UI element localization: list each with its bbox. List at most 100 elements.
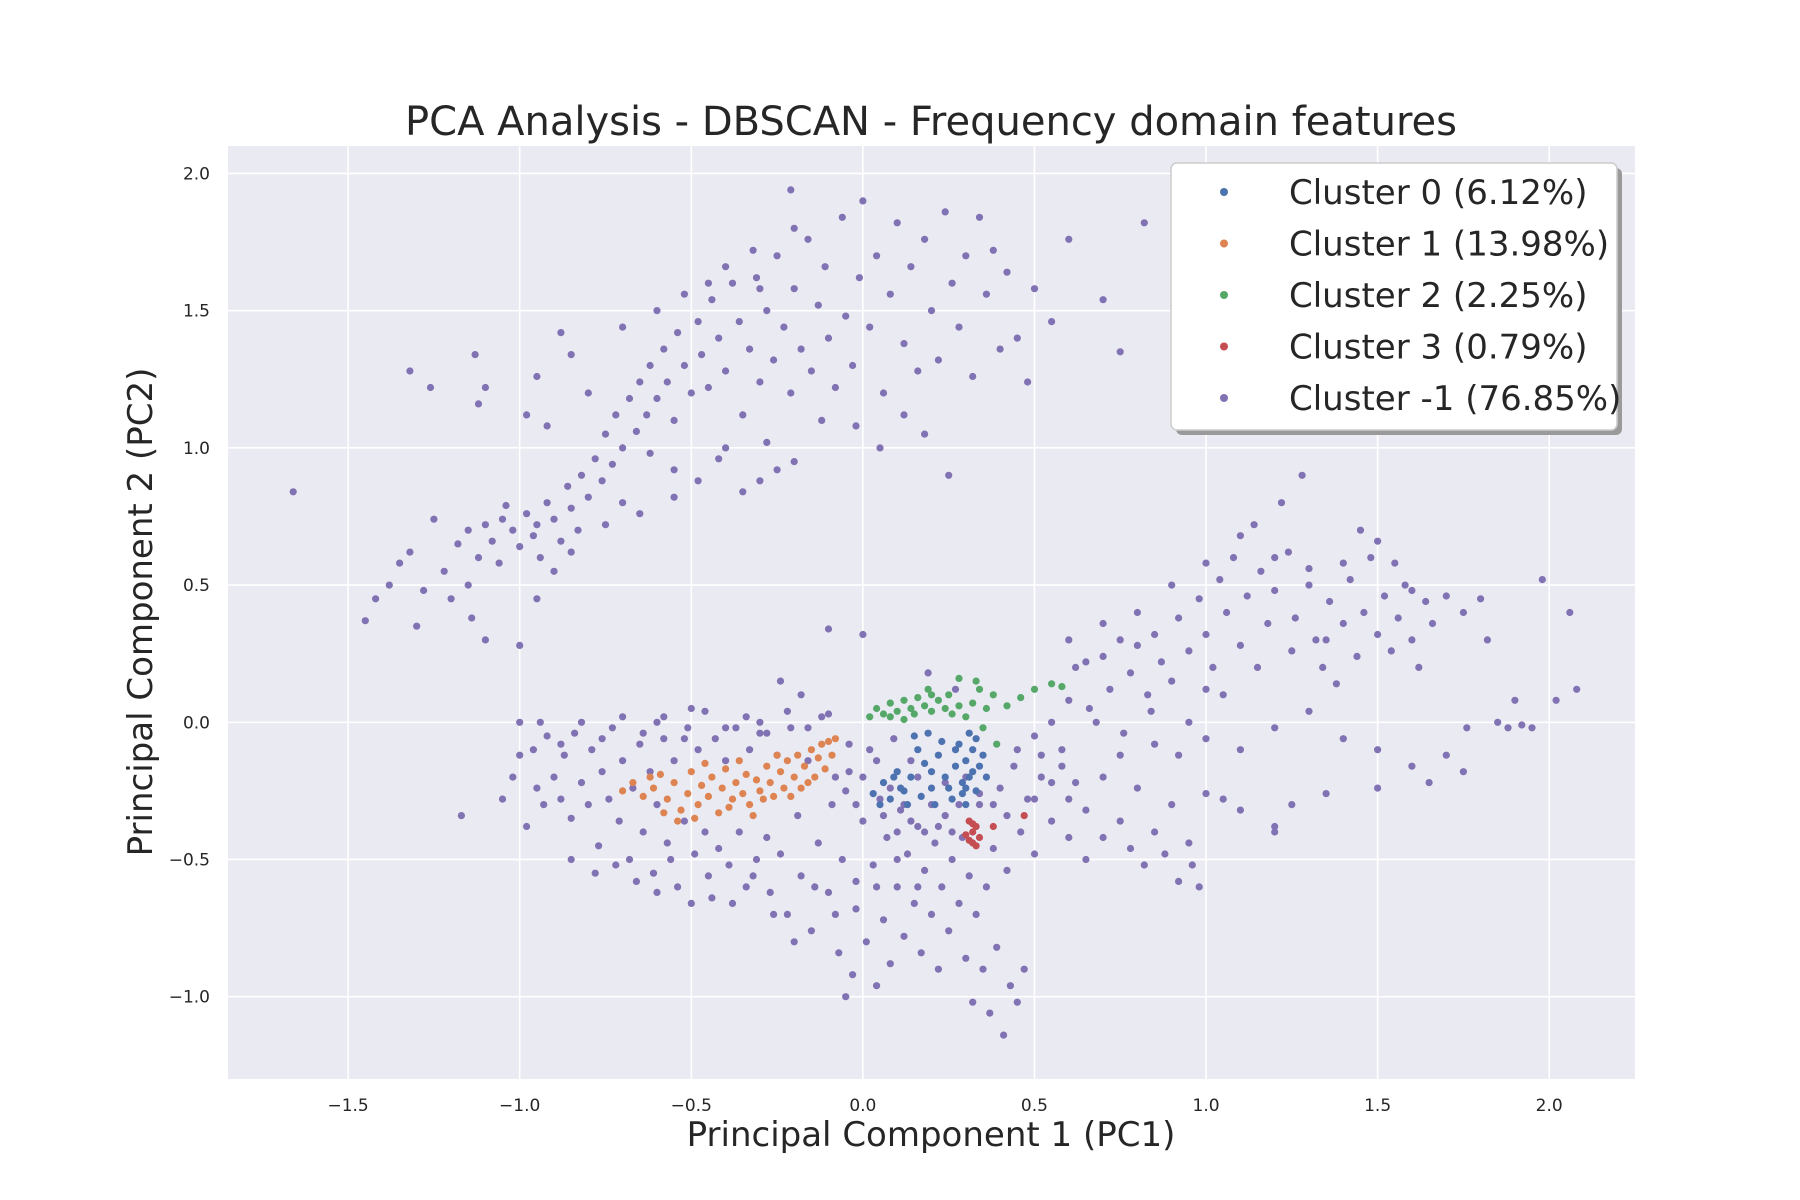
data-point bbox=[1024, 795, 1032, 803]
data-point bbox=[560, 751, 568, 759]
data-point bbox=[694, 746, 702, 754]
data-point bbox=[921, 702, 929, 710]
data-point bbox=[509, 526, 517, 534]
data-point bbox=[632, 877, 641, 886]
data-point bbox=[938, 737, 946, 746]
data-point bbox=[993, 740, 1001, 748]
data-point bbox=[1085, 704, 1093, 713]
data-point bbox=[1099, 652, 1107, 661]
data-point bbox=[883, 833, 891, 842]
data-point bbox=[1566, 608, 1574, 617]
data-point bbox=[766, 779, 774, 787]
data-point bbox=[1058, 746, 1066, 754]
data-point bbox=[1082, 855, 1090, 864]
data-point bbox=[972, 910, 980, 919]
data-point bbox=[653, 718, 661, 726]
data-point bbox=[687, 899, 695, 908]
data-point bbox=[951, 762, 960, 770]
data-point bbox=[639, 828, 647, 836]
data-point bbox=[708, 894, 716, 902]
data-point bbox=[1116, 817, 1124, 825]
data-point bbox=[1003, 702, 1011, 710]
data-point bbox=[728, 795, 737, 803]
data-point bbox=[625, 855, 634, 864]
data-point bbox=[708, 773, 716, 781]
data-point bbox=[649, 784, 658, 792]
data-point bbox=[1332, 680, 1340, 688]
data-point bbox=[289, 488, 297, 496]
data-point bbox=[866, 713, 874, 721]
data-point bbox=[910, 732, 918, 740]
data-point bbox=[698, 781, 706, 790]
data-point bbox=[941, 208, 949, 216]
data-point bbox=[1257, 567, 1265, 575]
data-point bbox=[749, 812, 757, 820]
data-point bbox=[770, 910, 778, 919]
data-point bbox=[869, 861, 877, 869]
data-point bbox=[481, 521, 489, 529]
data-point bbox=[1339, 735, 1347, 743]
data-point bbox=[1017, 694, 1025, 702]
data-point bbox=[1271, 586, 1279, 595]
legend-label: Cluster -1 (76.85%) bbox=[1289, 379, 1621, 419]
data-point bbox=[948, 279, 956, 287]
data-point bbox=[838, 213, 846, 221]
scatter-points bbox=[289, 186, 1581, 1039]
data-point bbox=[1010, 762, 1018, 770]
data-point bbox=[680, 817, 689, 825]
y-tick-label: 1.0 bbox=[183, 439, 210, 459]
series-2 bbox=[866, 674, 1066, 748]
data-point bbox=[639, 729, 647, 737]
data-point bbox=[1082, 806, 1090, 814]
data-point bbox=[677, 806, 685, 814]
data-point bbox=[1288, 801, 1296, 809]
data-point bbox=[1185, 647, 1193, 655]
data-point bbox=[969, 746, 977, 754]
data-point bbox=[979, 724, 987, 732]
data-point bbox=[972, 735, 980, 743]
data-point bbox=[811, 883, 819, 891]
data-point bbox=[979, 751, 987, 759]
data-point bbox=[890, 735, 898, 743]
data-point bbox=[1168, 581, 1176, 589]
data-point bbox=[1030, 795, 1039, 803]
data-point bbox=[722, 263, 730, 271]
data-point bbox=[835, 949, 843, 957]
data-point bbox=[468, 614, 476, 622]
data-point bbox=[780, 323, 788, 331]
data-point bbox=[982, 883, 991, 891]
data-point bbox=[975, 833, 984, 842]
data-point bbox=[653, 801, 661, 809]
data-point bbox=[667, 855, 675, 864]
data-point bbox=[1003, 812, 1011, 820]
data-point bbox=[564, 482, 572, 490]
data-point bbox=[756, 285, 764, 293]
data-point bbox=[756, 378, 764, 386]
data-point bbox=[1188, 861, 1196, 869]
data-point bbox=[567, 504, 575, 512]
data-point bbox=[523, 822, 531, 831]
data-point bbox=[1116, 636, 1124, 644]
data-point bbox=[876, 801, 884, 809]
data-point bbox=[1202, 685, 1210, 693]
data-point bbox=[824, 710, 833, 718]
data-point bbox=[931, 839, 939, 847]
data-point bbox=[1048, 318, 1056, 326]
data-point bbox=[1030, 685, 1039, 693]
data-point bbox=[523, 510, 531, 518]
data-point bbox=[787, 186, 795, 194]
data-point bbox=[1003, 866, 1011, 875]
data-point bbox=[756, 718, 764, 726]
data-point bbox=[722, 757, 730, 765]
data-point bbox=[1048, 779, 1056, 787]
data-point bbox=[962, 713, 970, 721]
data-point bbox=[1140, 861, 1148, 869]
data-point bbox=[722, 765, 730, 773]
data-point bbox=[849, 361, 857, 370]
data-point bbox=[910, 899, 918, 908]
data-point bbox=[625, 394, 634, 403]
data-point bbox=[941, 704, 949, 713]
data-point bbox=[694, 477, 702, 485]
data-point bbox=[807, 746, 816, 754]
data-point bbox=[804, 779, 812, 787]
